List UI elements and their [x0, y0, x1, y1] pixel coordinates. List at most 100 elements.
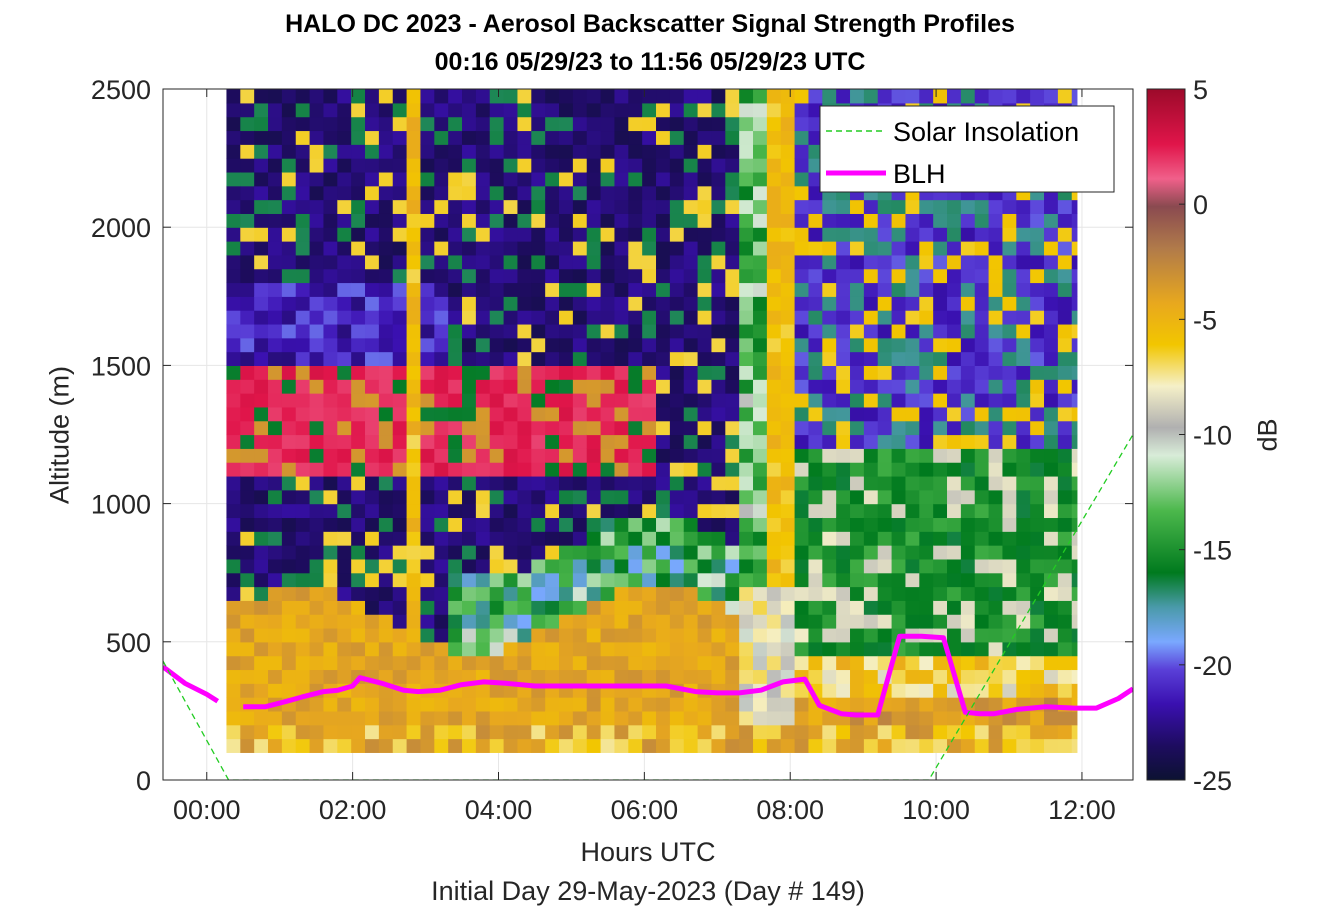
heatmap-cell — [434, 379, 449, 394]
heatmap-cell — [559, 558, 574, 574]
heatmap-cell — [919, 268, 934, 284]
heatmap-cell — [1002, 254, 1017, 270]
heatmap-cell — [988, 517, 1004, 532]
heatmap-cell — [365, 434, 380, 449]
heatmap-cell — [711, 531, 726, 546]
heatmap-cell — [794, 379, 810, 394]
heatmap-cell — [780, 655, 796, 671]
heatmap-cell — [1002, 462, 1017, 477]
heatmap-cell — [448, 268, 463, 284]
heatmap-cell — [739, 310, 754, 325]
heatmap-cell — [475, 489, 491, 505]
heatmap-cell — [281, 379, 297, 394]
heatmap-cell — [309, 185, 325, 201]
heatmap-cell — [572, 116, 588, 132]
heatmap-cell — [295, 503, 311, 519]
heatmap-cell — [988, 199, 1004, 214]
heatmap-cell — [545, 365, 560, 380]
heatmap-cell — [919, 393, 934, 408]
heatmap-cell — [669, 89, 685, 104]
heatmap-cell — [836, 310, 851, 325]
heatmap-cell — [1044, 489, 1059, 505]
heatmap-cell — [420, 545, 435, 560]
heatmap-cell — [254, 669, 269, 684]
heatmap-cell — [974, 227, 990, 242]
heatmap-cell — [836, 503, 851, 519]
heatmap-cell — [365, 738, 380, 753]
heatmap-cell — [281, 655, 297, 671]
heatmap-cell — [808, 310, 823, 325]
heatmap-cell — [780, 144, 796, 159]
heatmap-cell — [836, 641, 851, 657]
heatmap-cell — [642, 351, 657, 366]
heatmap-cell — [711, 545, 726, 560]
heatmap-cell — [683, 669, 699, 684]
heatmap-cell — [628, 171, 643, 187]
heatmap-cell — [448, 227, 463, 242]
heatmap-cell — [586, 227, 602, 242]
heatmap-cell — [1057, 89, 1073, 104]
heatmap-cell — [822, 517, 837, 532]
colorbar-tick-label-2: -5 — [1193, 305, 1217, 335]
heatmap-cell — [462, 323, 477, 339]
heatmap-cell — [281, 268, 297, 284]
heatmap-cell — [378, 323, 394, 339]
heatmap-cell — [725, 116, 740, 132]
heatmap-cell — [656, 158, 671, 173]
heatmap-cell — [323, 227, 338, 242]
heatmap-cell — [850, 586, 865, 601]
heatmap-cell — [323, 116, 338, 132]
heatmap-cell — [614, 213, 629, 228]
heatmap-cell — [240, 102, 255, 118]
heatmap-cell — [683, 462, 699, 477]
heatmap-cell — [836, 475, 851, 491]
heatmap-cell — [489, 406, 505, 422]
heatmap-cell — [974, 89, 990, 104]
heatmap-cell — [947, 379, 962, 394]
heatmap-cell — [808, 158, 823, 173]
heatmap-cell — [891, 517, 907, 532]
heatmap-cell — [739, 130, 754, 145]
heatmap-cell — [378, 185, 394, 201]
heatmap-cell — [877, 89, 893, 104]
heatmap-cell — [725, 89, 740, 104]
heatmap-cell — [933, 724, 948, 740]
heatmap-cell — [517, 489, 532, 505]
heatmap-cell — [836, 296, 851, 311]
heatmap-cell — [295, 116, 311, 132]
heatmap-cell — [891, 545, 907, 560]
heatmap-cell — [905, 448, 920, 463]
heatmap-cell — [808, 655, 823, 671]
heatmap-cell — [309, 462, 325, 477]
heatmap-cell — [309, 323, 325, 339]
heatmap-cell — [365, 600, 380, 615]
heatmap-cell — [586, 406, 602, 422]
heatmap-cell — [974, 282, 990, 297]
heatmap-cell — [586, 171, 602, 187]
heatmap-cell — [392, 586, 408, 601]
heatmap-cell — [683, 614, 699, 629]
heatmap-cell — [365, 724, 380, 740]
heatmap-cell — [351, 517, 366, 532]
heatmap-cell — [281, 144, 297, 159]
heatmap-cell — [947, 227, 962, 242]
heatmap-cell — [836, 282, 851, 297]
heatmap-cell — [254, 572, 269, 588]
heatmap-cell — [365, 683, 380, 698]
heatmap-cell — [378, 379, 394, 394]
heatmap-cell — [808, 393, 823, 408]
heatmap-cell — [240, 697, 255, 712]
heatmap-cell — [365, 102, 380, 118]
heatmap-cell — [434, 558, 449, 574]
heatmap-cell — [863, 282, 879, 297]
heatmap-cell — [725, 379, 740, 394]
heatmap-cell — [600, 545, 616, 560]
heatmap-cell — [531, 586, 546, 601]
heatmap-cell — [295, 213, 311, 228]
heatmap-cell — [1002, 199, 1017, 214]
heatmap-cell — [600, 697, 616, 712]
heatmap-cell — [559, 669, 574, 684]
heatmap-cell — [309, 600, 325, 615]
heatmap-cell — [254, 365, 269, 380]
heatmap-cell — [406, 655, 422, 671]
